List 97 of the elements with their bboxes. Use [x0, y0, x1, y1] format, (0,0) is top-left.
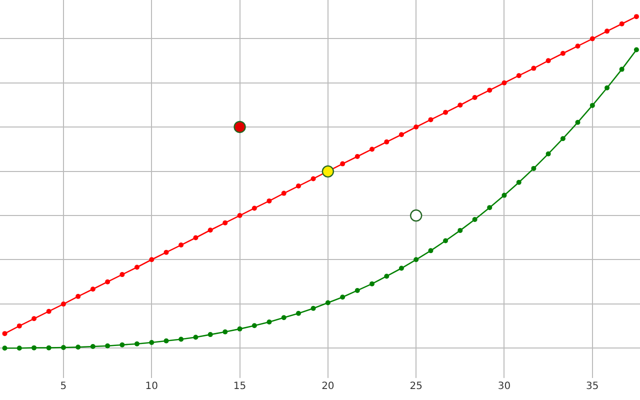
- point: [237, 213, 242, 218]
- point: [252, 206, 257, 211]
- point: [310, 176, 316, 182]
- x-tick-label: 20: [322, 381, 334, 392]
- point: [354, 154, 360, 160]
- point: [76, 294, 81, 299]
- point: [164, 250, 169, 255]
- point: [178, 336, 184, 342]
- point: [234, 120, 246, 134]
- point: [16, 323, 22, 328]
- point: [90, 344, 96, 349]
- point: [458, 102, 463, 108]
- point: [120, 272, 125, 278]
- point: [208, 332, 213, 338]
- point: [296, 184, 301, 189]
- point: [398, 266, 404, 271]
- point: [222, 220, 228, 226]
- point: [384, 274, 390, 279]
- point: [487, 88, 492, 93]
- point: [90, 286, 96, 292]
- point: [252, 323, 257, 328]
- point: [560, 136, 566, 142]
- point: [546, 151, 551, 156]
- point: [531, 66, 536, 71]
- point: [237, 326, 242, 332]
- point: [193, 235, 198, 240]
- point: [410, 209, 422, 222]
- point: [322, 165, 334, 178]
- point: [414, 124, 419, 130]
- point: [516, 180, 522, 185]
- point: [134, 341, 140, 346]
- point: [604, 85, 610, 90]
- point: [370, 146, 375, 152]
- point: [340, 294, 346, 300]
- point: [105, 279, 110, 284]
- point: [32, 345, 37, 350]
- point: [120, 342, 125, 348]
- point: [458, 228, 463, 233]
- point: [60, 302, 66, 307]
- x-tick-label: 25: [410, 381, 422, 392]
- point: [193, 334, 198, 340]
- point: [325, 300, 330, 306]
- point: [178, 242, 184, 248]
- point: [149, 257, 154, 262]
- point: [546, 58, 551, 64]
- point: [340, 161, 346, 166]
- point: [516, 73, 522, 78]
- point: [590, 36, 595, 42]
- point: [619, 66, 624, 72]
- point: [60, 344, 66, 350]
- point: [443, 110, 448, 115]
- point: [164, 338, 169, 344]
- point: [2, 331, 8, 336]
- point: [634, 14, 639, 20]
- point: [2, 346, 8, 351]
- point: [134, 264, 140, 270]
- point: [281, 190, 286, 196]
- point: [575, 120, 580, 125]
- point: [634, 47, 639, 52]
- point: [398, 132, 404, 138]
- point: [222, 329, 228, 334]
- point: [604, 28, 610, 34]
- point: [32, 316, 37, 322]
- point: [16, 346, 22, 351]
- x-tick-label: 15: [233, 381, 246, 392]
- point: [266, 319, 272, 324]
- point: [472, 94, 478, 100]
- x-tick-label: 5: [60, 381, 67, 392]
- point: [502, 80, 507, 86]
- point: [443, 238, 448, 244]
- point: [105, 343, 110, 348]
- point: [310, 306, 316, 311]
- point: [531, 166, 536, 171]
- x-tick-label: 10: [145, 381, 158, 392]
- point: [266, 198, 272, 204]
- point: [428, 117, 434, 122]
- point: [619, 21, 624, 26]
- point: [208, 228, 213, 233]
- point: [472, 217, 478, 222]
- point: [502, 192, 507, 198]
- x-tick-label: 35: [586, 381, 599, 392]
- point: [149, 340, 154, 346]
- x-tick-label: 30: [498, 381, 511, 392]
- point: [487, 205, 492, 210]
- point: [281, 315, 286, 320]
- point: [46, 308, 52, 314]
- point: [76, 344, 81, 350]
- point: [46, 345, 52, 350]
- point: [575, 44, 580, 49]
- point: [296, 310, 301, 316]
- point: [590, 102, 595, 108]
- point: [354, 288, 360, 293]
- point: [560, 50, 566, 56]
- point: [414, 257, 419, 262]
- point: [428, 248, 434, 254]
- point: [370, 281, 375, 286]
- point: [384, 139, 390, 144]
